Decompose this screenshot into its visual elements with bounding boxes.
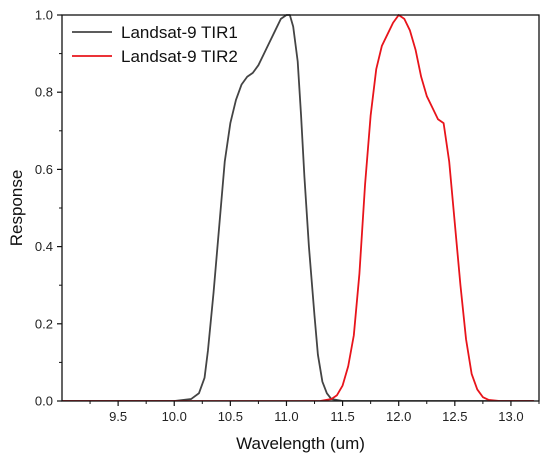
y-tick-label: 0.6 [35, 162, 53, 177]
series-line-1 [62, 14, 535, 401]
x-tick-label: 12.5 [442, 409, 467, 424]
x-tick-label: 11.0 [274, 409, 298, 424]
x-tick-label: 9.5 [109, 409, 127, 424]
x-tick-label: 13.0 [498, 409, 523, 424]
x-axis-title: Wavelength (um) [236, 434, 365, 453]
legend-label-1: Landsat-9 TIR1 [121, 23, 238, 42]
y-tick-label: 0.4 [35, 239, 53, 254]
x-tick-label: 11.5 [330, 409, 354, 424]
ticks-layer: 9.5 10.0 10.5 11.0 11.5 12.0 12.5 13.0 0.0 0.2 0.4… [35, 8, 540, 424]
y-tick-label: 0.0 [35, 394, 53, 409]
y-tick-label: 0.2 [35, 316, 53, 331]
y-tick-label: 0.8 [35, 85, 53, 100]
legend-label-2: Landsat-9 TIR2 [121, 47, 238, 66]
y-axis-title: Response [7, 170, 26, 247]
series-layer [62, 14, 535, 401]
y-tick-label: 1.0 [35, 8, 53, 23]
legend: Landsat-9 TIR1 Landsat-9 TIR2 [72, 23, 238, 66]
x-tick-label: 10.0 [162, 409, 187, 424]
x-tick-label: 10.5 [218, 409, 243, 424]
x-tick-label: 12.0 [386, 409, 411, 424]
plot-frame [61, 14, 540, 402]
series-line-2 [62, 14, 535, 401]
